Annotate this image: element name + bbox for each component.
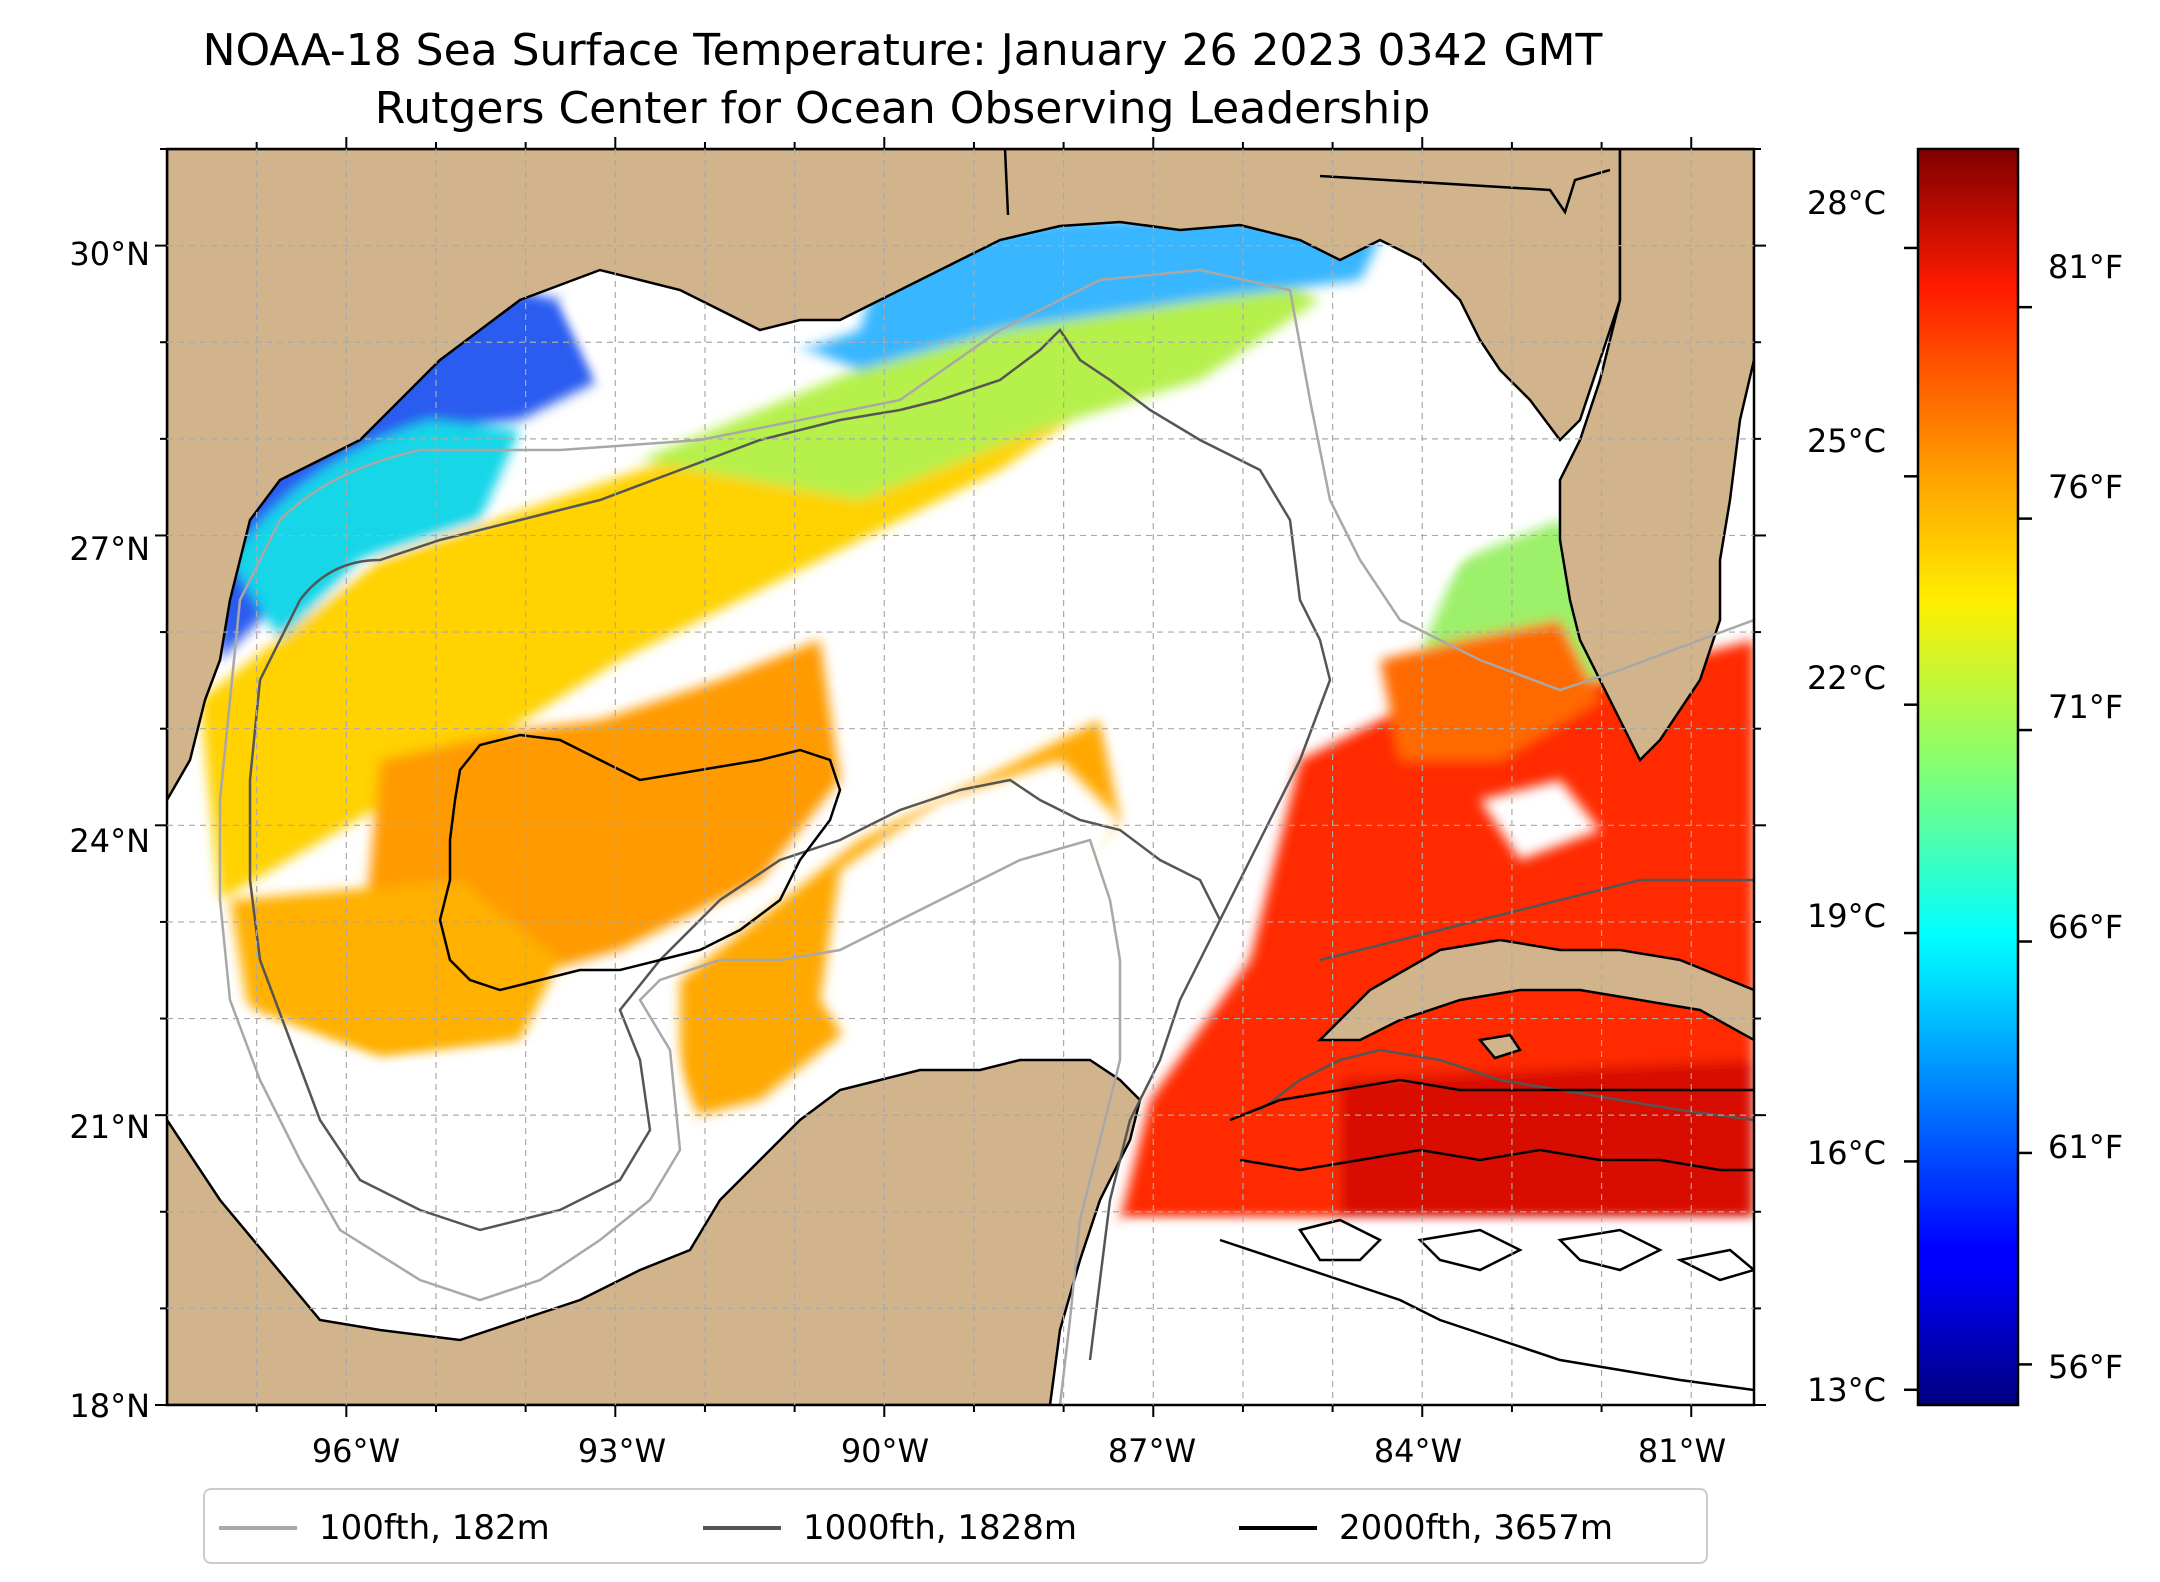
land-cuba xyxy=(1316,938,1754,1042)
cb-label-22c: 22°C xyxy=(1807,659,1886,697)
cb-label-66f: 66°F xyxy=(2048,908,2123,946)
lon-label-81w: 81°W xyxy=(1638,1432,1726,1470)
sst-darkred-caribbean xyxy=(1340,1060,1754,1220)
cb-label-25c: 25°C xyxy=(1807,422,1886,460)
lon-label-93w: 93°W xyxy=(578,1432,666,1470)
cb-label-76f: 76°F xyxy=(2048,468,2123,506)
map-title: NOAA-18 Sea Surface Temperature: January… xyxy=(202,25,1603,76)
contour-100fth xyxy=(218,268,1754,1405)
us-state-boundary xyxy=(1319,168,1611,215)
legend-swatch-2000fth xyxy=(1239,1526,1317,1530)
lon-label-87w: 87°W xyxy=(1108,1432,1196,1470)
lat-label-21n: 21°N xyxy=(69,1108,150,1146)
cb-label-56f: 56°F xyxy=(2048,1348,2123,1386)
lon-label-84w: 84°W xyxy=(1374,1432,1462,1470)
land-mexico xyxy=(167,1058,1142,1405)
legend-item-1000fth: 1000fth, 1828m xyxy=(703,1490,1077,1566)
cb-label-16c: 16°C xyxy=(1807,1134,1886,1172)
legend-label-2000fth: 2000fth, 3657m xyxy=(1339,1508,1614,1548)
map-subtitle: Rutgers Center for Ocean Observing Leade… xyxy=(374,83,1431,134)
contour-legend: 100fth, 182m 1000fth, 1828m 2000fth, 365… xyxy=(203,1488,1708,1564)
lat-label-18n: 18°N xyxy=(69,1387,150,1425)
sst-cyan-nw xyxy=(230,420,520,640)
lat-label-27n: 27°N xyxy=(69,530,150,568)
colorbar-ticks xyxy=(1904,246,2032,1392)
lat-label-30n: 30°N xyxy=(69,235,150,273)
land-us-gulf-coast xyxy=(167,149,1622,803)
contour-2000fth xyxy=(438,733,1754,1392)
land-isle-of-youth xyxy=(1477,1033,1522,1060)
sst-orange-east xyxy=(1380,620,1600,760)
cb-label-28c: 28°C xyxy=(1807,184,1886,222)
map-plot-area xyxy=(167,149,1754,1405)
land-florida xyxy=(1558,149,1754,763)
bathymetry-contours xyxy=(218,268,1754,1405)
legend-item-2000fth: 2000fth, 3657m xyxy=(1239,1490,1613,1566)
sst-orange-southwest xyxy=(230,880,560,1060)
legend-label-100fth: 100fth, 182m xyxy=(319,1508,550,1548)
cb-label-19c: 19°C xyxy=(1807,897,1886,935)
us-state-boundary-ms xyxy=(1003,149,1010,216)
colorbar-gradient xyxy=(1916,147,2020,1407)
contour-1000fth xyxy=(248,328,1754,1361)
lat-label-24n: 24°N xyxy=(69,822,150,860)
map-frame xyxy=(165,147,1756,1407)
land-masses xyxy=(167,149,1754,1405)
graticule xyxy=(167,149,1754,1405)
cb-label-81f: 81°F xyxy=(2048,248,2123,286)
lon-label-90w: 90°W xyxy=(841,1432,929,1470)
axis-ticks xyxy=(155,137,1766,1417)
legend-item-100fth: 100fth, 182m xyxy=(219,1490,550,1566)
latitude-labels: 30°N 27°N 24°N 21°N 18°N xyxy=(69,235,150,1425)
cb-label-13c: 13°C xyxy=(1807,1371,1886,1409)
legend-swatch-100fth xyxy=(219,1526,297,1530)
colorbar-fahrenheit-labels: 81°F 76°F 71°F 66°F 61°F 56°F xyxy=(2048,248,2123,1386)
colorbar: 28°C 25°C 22°C 19°C 16°C 13°C 81°F 76°F … xyxy=(1807,147,2123,1409)
legend-label-1000fth: 1000fth, 1828m xyxy=(803,1508,1078,1548)
lon-label-96w: 96°W xyxy=(312,1432,400,1470)
legend-swatch-1000fth xyxy=(703,1526,781,1530)
longitude-labels: 96°W 93°W 90°W 87°W 84°W 81°W xyxy=(312,1432,1726,1470)
cb-label-61f: 61°F xyxy=(2048,1128,2123,1166)
cb-label-71f: 71°F xyxy=(2048,688,2123,726)
sst-green-band-north xyxy=(640,250,1320,500)
colorbar-celsius-labels: 28°C 25°C 22°C 19°C 16°C 13°C xyxy=(1807,184,1886,1409)
